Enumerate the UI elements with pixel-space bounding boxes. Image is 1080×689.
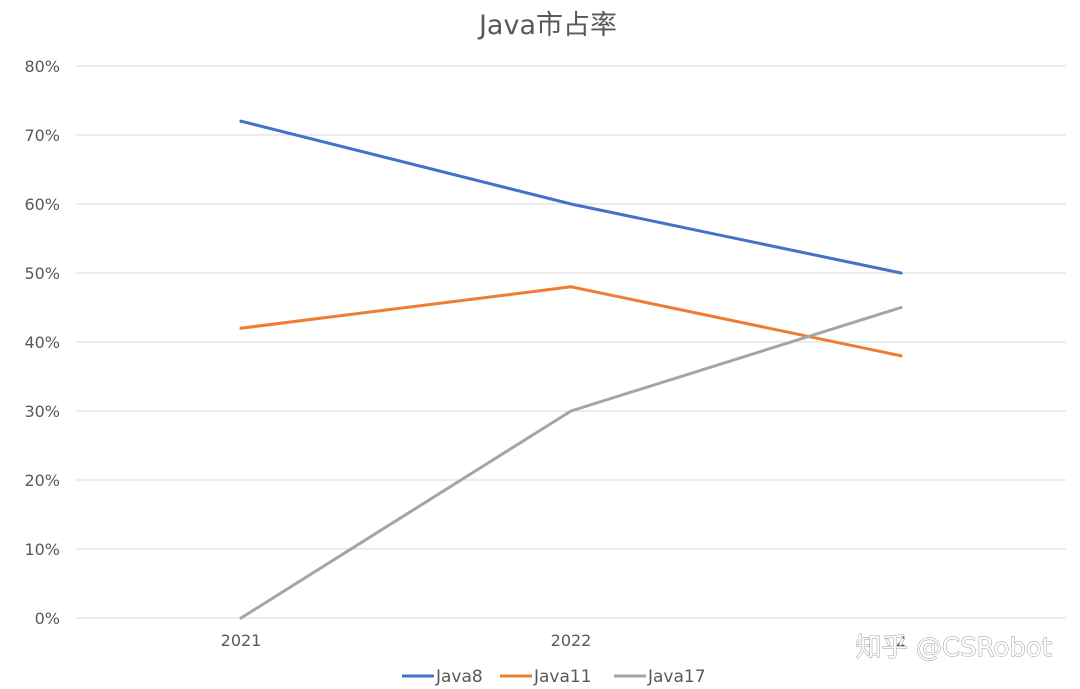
y-tick-label: 60% xyxy=(24,195,60,214)
y-tick-label: 30% xyxy=(24,402,60,421)
x-tick-label: 2021 xyxy=(221,631,262,650)
data-point-java8 xyxy=(239,119,243,123)
series-line-java11 xyxy=(239,285,903,358)
series-lines xyxy=(239,119,903,620)
y-tick-label: 0% xyxy=(35,609,60,628)
y-tick-label: 70% xyxy=(24,126,60,145)
data-point-java11 xyxy=(899,354,903,358)
data-point-java17 xyxy=(239,616,243,620)
data-point-java8 xyxy=(569,202,573,206)
x-tick-label: 2 xyxy=(896,631,906,650)
legend: Java8 Java11 Java17 xyxy=(402,667,706,687)
data-point-java17 xyxy=(569,409,573,413)
x-axis-ticks: 2021 2022 2 xyxy=(221,631,906,650)
x-tick-label: 2022 xyxy=(551,631,592,650)
data-point-java11 xyxy=(569,285,573,289)
y-tick-label: 10% xyxy=(24,540,60,559)
legend-label-java17: Java17 xyxy=(647,667,706,687)
y-axis-ticks: 0% 10% 20% 30% 40% 50% 60% 70% 80% xyxy=(24,57,60,628)
data-point-java11 xyxy=(239,326,243,330)
y-tick-label: 80% xyxy=(24,57,60,76)
legend-label-java11: Java11 xyxy=(533,667,592,687)
gridlines xyxy=(76,65,1066,619)
y-tick-label: 20% xyxy=(24,471,60,490)
legend-label-java8: Java8 xyxy=(435,667,483,687)
chart-title: Java市占率 xyxy=(477,10,617,41)
y-tick-label: 50% xyxy=(24,264,60,283)
y-tick-label: 40% xyxy=(24,333,60,352)
data-point-java17 xyxy=(899,306,903,309)
data-point-java8 xyxy=(899,271,903,275)
watermark-text: 知乎 @CSRobot xyxy=(856,633,1052,663)
series-line-java17 xyxy=(239,306,903,620)
series-line-java8 xyxy=(239,119,903,275)
